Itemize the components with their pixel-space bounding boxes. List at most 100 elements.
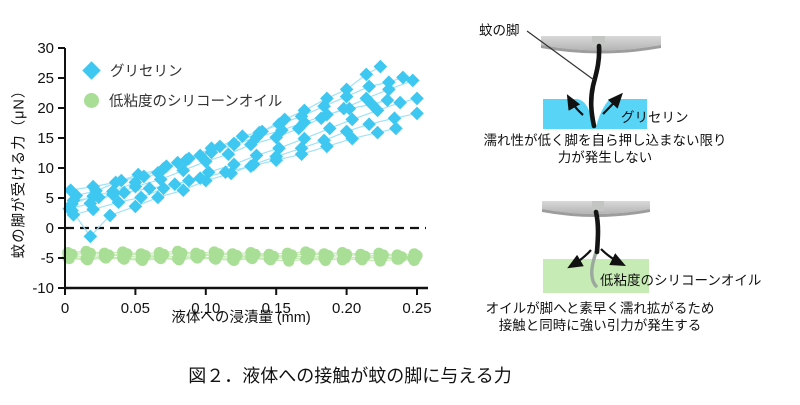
data-point-diamond bbox=[86, 202, 100, 217]
data-point-diamond bbox=[339, 124, 354, 139]
data-point-diamond bbox=[65, 203, 79, 218]
data-point-diamond bbox=[380, 93, 395, 107]
glycerin-caption-line2: 力が発生しない bbox=[557, 150, 653, 165]
data-point-diamond bbox=[244, 159, 258, 173]
data-point-diamond bbox=[151, 166, 165, 180]
data-point-circle bbox=[190, 251, 202, 263]
x-tick-label: 0.25 bbox=[402, 300, 431, 317]
data-point-diamond bbox=[249, 130, 264, 145]
data-point-diamond bbox=[370, 125, 385, 140]
silicone-circle-icon bbox=[84, 92, 99, 108]
data-point-diamond bbox=[182, 173, 196, 188]
data-point-diamond bbox=[168, 177, 182, 191]
data-point-diamond bbox=[249, 148, 264, 163]
data-point-diamond bbox=[227, 157, 241, 172]
data-point-diamond bbox=[128, 179, 143, 194]
support-bar-rim bbox=[541, 45, 661, 54]
data-point-diamond bbox=[193, 171, 207, 185]
data-point-diamond bbox=[382, 75, 396, 89]
data-point-circle bbox=[318, 252, 330, 264]
data-point-diamond bbox=[131, 167, 146, 182]
support-bar-mount bbox=[592, 36, 605, 47]
data-point-diamond bbox=[153, 172, 168, 187]
data-point-diamond bbox=[269, 153, 283, 167]
y-tick-label: 5 bbox=[46, 190, 54, 207]
legend-item-glycerin: グリセリン bbox=[82, 55, 282, 85]
data-point-diamond bbox=[396, 70, 410, 85]
data-point-diamond bbox=[345, 131, 360, 146]
data-point-circle bbox=[355, 253, 367, 265]
data-point-diamond bbox=[339, 89, 354, 104]
glycerin-liquid-label: グリセリン bbox=[621, 110, 689, 125]
data-point-diamond bbox=[322, 121, 337, 136]
support-bar-2 bbox=[542, 201, 650, 214]
data-point-circle bbox=[391, 253, 403, 265]
repel-arrow-right bbox=[602, 92, 623, 115]
data-point-diamond bbox=[405, 73, 420, 88]
data-point-diamond bbox=[151, 190, 165, 205]
data-point-diamond bbox=[221, 147, 236, 161]
data-point-diamond bbox=[359, 67, 374, 82]
data-point-diamond bbox=[86, 189, 100, 203]
data-point-diamond bbox=[156, 181, 171, 196]
data-point-diamond bbox=[277, 112, 292, 127]
data-point-diamond bbox=[179, 153, 193, 167]
mosquito-leg-2 bbox=[593, 209, 601, 255]
x-tick-label: 0.05 bbox=[121, 300, 150, 317]
x-tick-label: 0.10 bbox=[191, 300, 220, 317]
data-point-diamond bbox=[410, 91, 424, 106]
data-point-diamond bbox=[91, 190, 106, 205]
data-point-diamond bbox=[272, 141, 286, 155]
mosquito-leg bbox=[588, 43, 602, 129]
data-point-diamond bbox=[137, 169, 151, 184]
y-tick-label: -10 bbox=[32, 280, 54, 297]
y-tick-label: 15 bbox=[37, 130, 54, 147]
data-point-diamond bbox=[106, 187, 120, 202]
data-point-circle bbox=[135, 253, 147, 265]
x-axis-label: 液体への浸漬量 (mm) bbox=[171, 310, 311, 326]
figure-caption: 図２．液体への接触が蚊の脚に与える力 bbox=[188, 366, 512, 386]
data-point-diamond bbox=[294, 147, 309, 161]
pointer-line bbox=[526, 30, 595, 81]
data-point-circle bbox=[153, 251, 165, 263]
data-point-diamond bbox=[373, 59, 388, 74]
mosquito-leg-wetted bbox=[590, 250, 598, 288]
data-point-diamond bbox=[345, 112, 360, 127]
data-point-diamond bbox=[117, 185, 131, 200]
support-bar-2-mount bbox=[592, 201, 604, 211]
data-point-diamond bbox=[339, 82, 354, 97]
data-point-circle bbox=[208, 252, 220, 264]
legend-item-silicone: 低粘度のシリコーンオイル bbox=[82, 85, 282, 115]
silicone-caption-line1: オイルが脚へと素早く濡れ拡がるため bbox=[485, 301, 715, 316]
data-point-diamond bbox=[365, 97, 379, 112]
trace-line-0 bbox=[73, 97, 418, 216]
data-point-diamond bbox=[134, 190, 148, 205]
data-point-diamond bbox=[272, 117, 286, 131]
legend-label-silicone: 低粘度のシリコーンオイル bbox=[109, 93, 283, 110]
data-point-diamond bbox=[176, 163, 191, 178]
x-tick-label: 0.15 bbox=[262, 300, 291, 317]
data-point-diamond bbox=[218, 165, 233, 179]
data-point-diamond bbox=[63, 183, 78, 197]
data-point-circle bbox=[300, 253, 312, 265]
data-point-diamond bbox=[393, 95, 407, 110]
data-point-diamond bbox=[317, 99, 331, 113]
data-point-diamond bbox=[142, 181, 157, 196]
data-point-diamond bbox=[83, 229, 98, 244]
data-point-diamond bbox=[213, 139, 227, 154]
data-point-diamond bbox=[244, 137, 258, 152]
data-point-diamond bbox=[297, 115, 312, 130]
data-point-circle bbox=[172, 253, 184, 265]
data-point-diamond bbox=[387, 111, 402, 125]
data-point-diamond bbox=[156, 161, 171, 176]
data-point-circle bbox=[373, 251, 385, 263]
data-point-diamond bbox=[362, 117, 376, 131]
data-point-diamond bbox=[342, 101, 357, 116]
legend-label-glycerin: グリセリン bbox=[110, 63, 183, 80]
y-tick-label: 20 bbox=[37, 100, 54, 117]
data-point-circle bbox=[336, 254, 348, 266]
x-tick-label: 0.20 bbox=[332, 300, 361, 317]
data-point-diamond bbox=[317, 133, 331, 148]
data-point-circle bbox=[117, 252, 129, 264]
